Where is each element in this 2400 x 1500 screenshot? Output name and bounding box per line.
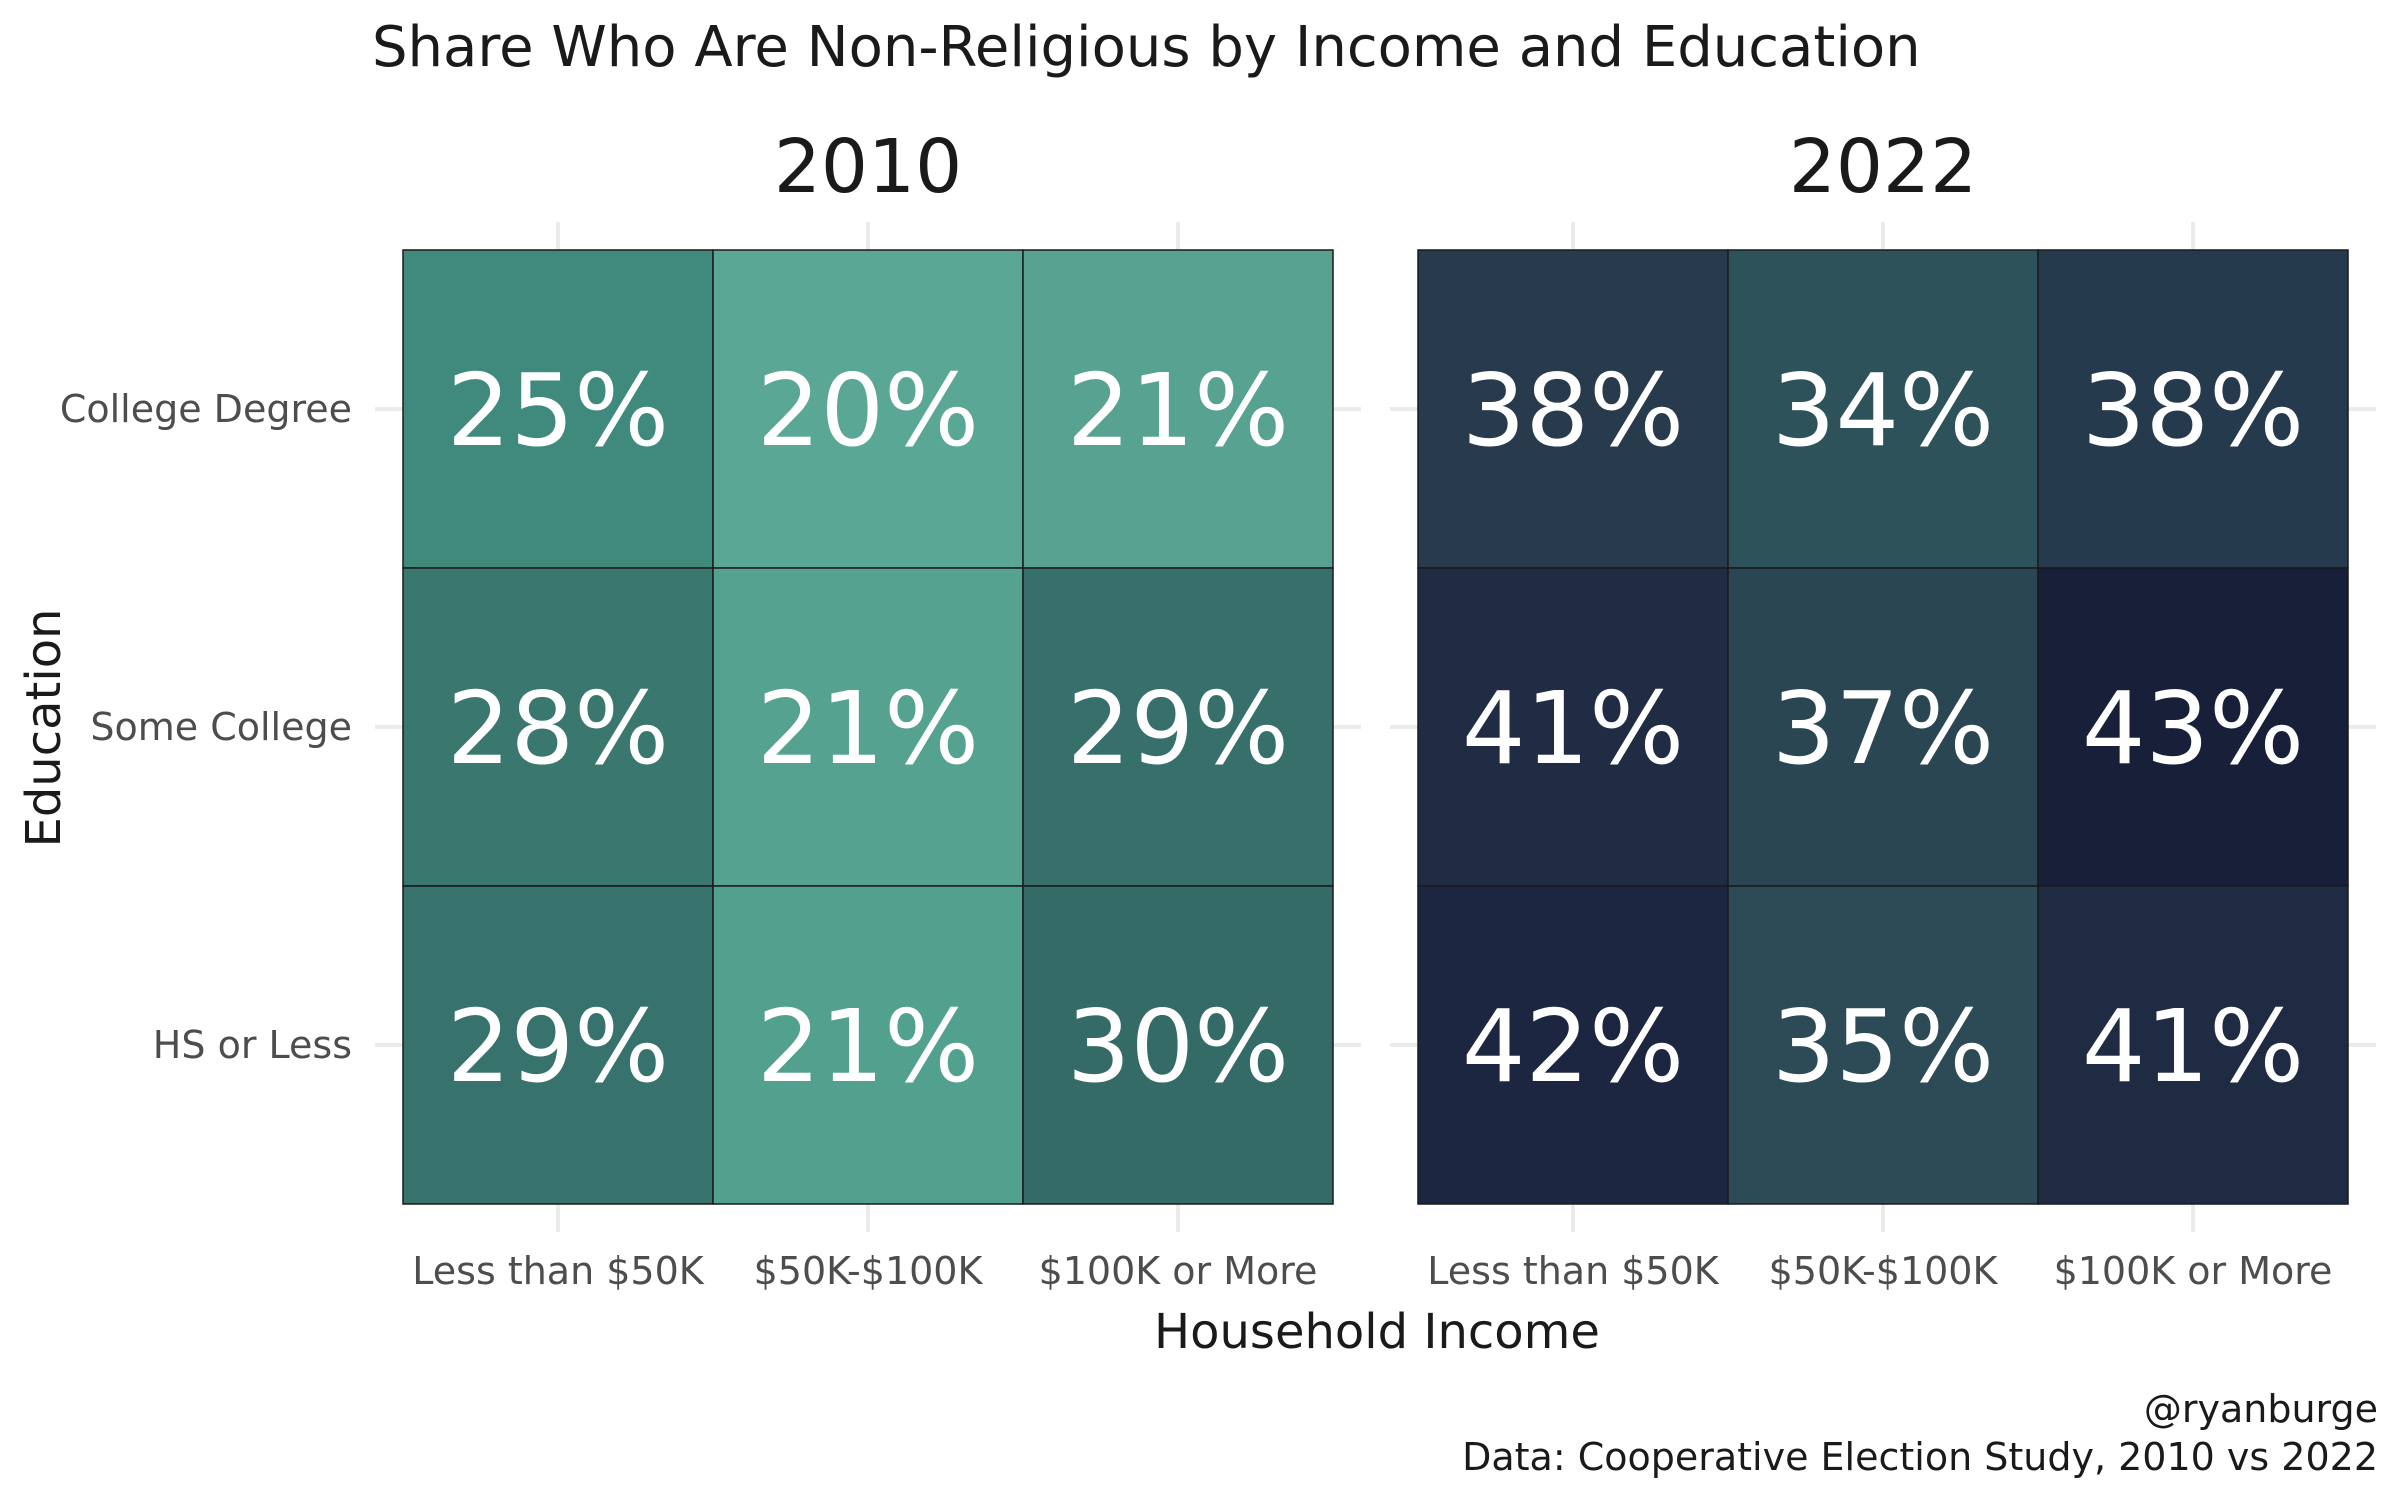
- heatmap-tile: [402, 885, 714, 1205]
- x-axis-title: Household Income: [1154, 1304, 1600, 1360]
- cell-value-label: 34%: [1772, 352, 1994, 469]
- heatmap-tile: [712, 249, 1024, 569]
- heatmap-tile: [1727, 249, 2039, 569]
- y-tick-label: HS or Less: [153, 1023, 352, 1067]
- cell-value-label: 38%: [2082, 352, 2304, 469]
- y-axis-title: Education: [16, 609, 72, 848]
- heatmap-tile: [1022, 249, 1334, 569]
- cell-value-label: 41%: [2082, 988, 2304, 1105]
- heatmap-tile: [1022, 885, 1334, 1205]
- cell-value-label: 41%: [1462, 670, 1684, 787]
- cell-value-label: 38%: [1462, 352, 1684, 469]
- caption-source: Data: Cooperative Election Study, 2010 v…: [1462, 1435, 2378, 1479]
- heatmap-tile: [712, 885, 1024, 1205]
- cell-value-label: 29%: [1067, 670, 1289, 787]
- x-tick-label: $50K-$100K: [1769, 1249, 1999, 1293]
- x-tick-label: $50K-$100K: [754, 1249, 984, 1293]
- caption-author: @ryanburge: [2144, 1387, 2378, 1431]
- y-tick-label: College Degree: [60, 387, 352, 431]
- heatmap-tile: [1417, 567, 1729, 887]
- cell-label-layer: 25% 20% 21% 28% 21% 29% 29% 21% 30% 38% 34% 38% 41% 3…: [447, 352, 2304, 1105]
- cell-value-label: 42%: [1462, 988, 1684, 1105]
- y-tick-label: Some College: [90, 705, 352, 749]
- tile-layer: [402, 249, 2349, 1205]
- heatmap-tile: [1727, 885, 2039, 1205]
- tick-label-layer: Less than $50K $50K-$100K $100K or More Les…: [60, 387, 2333, 1293]
- cell-value-label: 43%: [2082, 670, 2304, 787]
- cell-value-label: 29%: [447, 988, 669, 1105]
- cell-value-label: 30%: [1067, 988, 1289, 1105]
- cell-value-label: 20%: [757, 352, 979, 469]
- heatmap-tile: [1417, 249, 1729, 569]
- cell-value-label: 35%: [1772, 988, 1994, 1105]
- cell-value-label: 21%: [757, 988, 979, 1105]
- x-tick-label: Less than $50K: [1427, 1249, 1720, 1293]
- heatmap-tile: [402, 249, 714, 569]
- cell-value-label: 25%: [447, 352, 669, 469]
- panel-title-2010: 2010: [774, 124, 962, 210]
- x-tick-label: $100K or More: [1039, 1249, 1318, 1293]
- panel-title-2022: 2022: [1789, 124, 1977, 210]
- heatmap-tile: [712, 567, 1024, 887]
- cell-value-label: 28%: [447, 670, 669, 787]
- chart-title: Share Who Are Non-Religious by Income an…: [372, 15, 1921, 80]
- cell-value-label: 21%: [757, 670, 979, 787]
- cell-value-label: 37%: [1772, 670, 1994, 787]
- cell-value-label: 21%: [1067, 352, 1289, 469]
- heatmap-tile: [2037, 885, 2349, 1205]
- x-tick-label: $100K or More: [2054, 1249, 2333, 1293]
- x-tick-label: Less than $50K: [412, 1249, 705, 1293]
- heatmap-tile: [2037, 249, 2349, 569]
- heatmap-tile: [402, 567, 714, 887]
- heatmap-tile: [1417, 885, 1729, 1205]
- heatmap-tile: [2037, 567, 2349, 887]
- heatmap-tile: [1727, 567, 2039, 887]
